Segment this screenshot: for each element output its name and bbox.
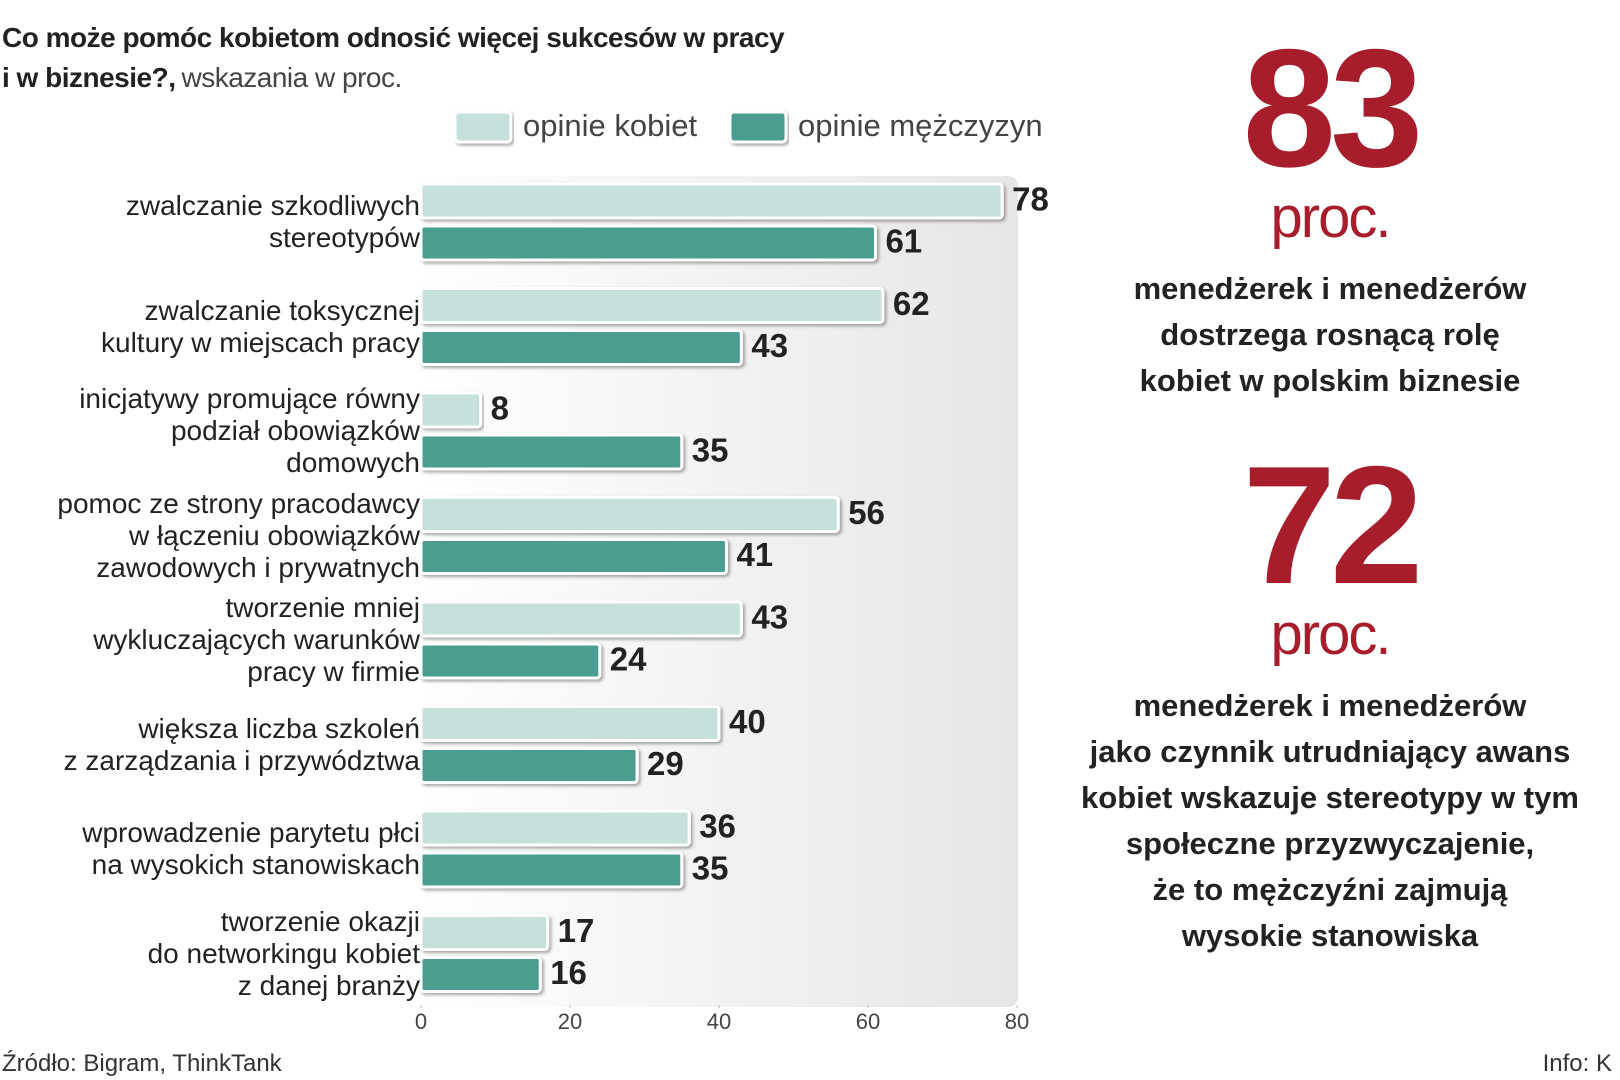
category-label: większa liczba szkoleń z zarządzania i p… [63, 712, 420, 776]
legend-label: opinie mężczyzyn [798, 108, 1043, 143]
highlight-unit: proc. [1270, 185, 1392, 250]
title-block: Co może pomóc kobietom odnosić więcej su… [2, 18, 785, 98]
category-label: inicjatywy promujące równy podział obowi… [79, 383, 420, 478]
value-label: 35 [692, 850, 729, 887]
bar [419, 600, 743, 638]
bar [419, 956, 542, 993]
bar [419, 496, 840, 533]
value-label: 43 [751, 599, 788, 636]
bar [419, 224, 877, 262]
bar [419, 705, 721, 742]
x-tick-label: 60 [856, 1009, 880, 1034]
highlight-text: menedżerek i menedżerów dostrzega rosnąc… [1133, 271, 1527, 398]
value-label: 61 [885, 223, 922, 260]
highlight-text: menedżerek i menedżerów jako czynnik utr… [1081, 688, 1579, 953]
bar [419, 391, 483, 429]
value-label: 40 [729, 703, 766, 740]
value-label: 41 [736, 536, 773, 573]
value-label: 24 [610, 641, 647, 678]
value-label: 78 [1012, 181, 1049, 218]
plot-background [418, 176, 1018, 1007]
value-label: 56 [848, 494, 885, 531]
legend-swatch [728, 110, 788, 144]
legend-label: opinie kobiet [523, 108, 697, 143]
x-tick-label: 20 [558, 1009, 582, 1034]
bar [419, 433, 684, 471]
bar [419, 914, 550, 951]
category-label: pomoc ze strony pracodawcy w łączeniu ob… [57, 487, 420, 583]
bar [419, 809, 691, 847]
source: Źródło: Bigram, ThinkTank [2, 1050, 282, 1077]
value-label: 16 [550, 954, 587, 991]
chart-subtitle: wskazania w proc. [181, 62, 402, 93]
legend-swatch [453, 110, 513, 144]
value-label: 36 [699, 808, 736, 845]
highlight-number: 83 [1242, 14, 1424, 202]
value-label: 29 [647, 745, 684, 782]
credit: Info: K [1542, 1050, 1612, 1077]
value-label: 62 [893, 285, 930, 322]
x-tick-label: 80 [1005, 1009, 1029, 1034]
category-label: wprowadzenie parytetu płci na wysokich s… [82, 817, 420, 880]
x-tick-label: 0 [415, 1009, 427, 1034]
highlight-number: 72 [1242, 431, 1424, 619]
category-label: tworzenie okazji do networkingu kobiet z… [147, 905, 420, 1001]
category-label: zwalczanie szkodliwych stereotypów [125, 190, 420, 253]
value-label: 17 [558, 912, 595, 949]
chart-title: Co może pomóc kobietom odnosić więcej su… [2, 22, 785, 93]
category-label: zwalczanie toksycznej kultury w miejscac… [101, 294, 420, 358]
highlight-unit: proc. [1270, 602, 1392, 667]
bar [419, 642, 602, 680]
category-label: tworzenie mniej wykluczających warunków … [93, 592, 420, 687]
highlight: 72 proc. menedżerek i menedżerów jako cz… [1040, 431, 1620, 959]
bar [419, 329, 743, 366]
value-label: 35 [692, 432, 729, 469]
bar [419, 538, 728, 575]
bar [419, 182, 1004, 220]
highlight: 83 proc. menedżerek i menedżerów dostrze… [1040, 14, 1620, 404]
value-label: 8 [491, 390, 509, 427]
bar [419, 747, 639, 784]
value-label: 43 [751, 327, 788, 364]
bar [419, 851, 684, 889]
x-tick-label: 40 [707, 1009, 731, 1034]
bar [419, 287, 885, 324]
